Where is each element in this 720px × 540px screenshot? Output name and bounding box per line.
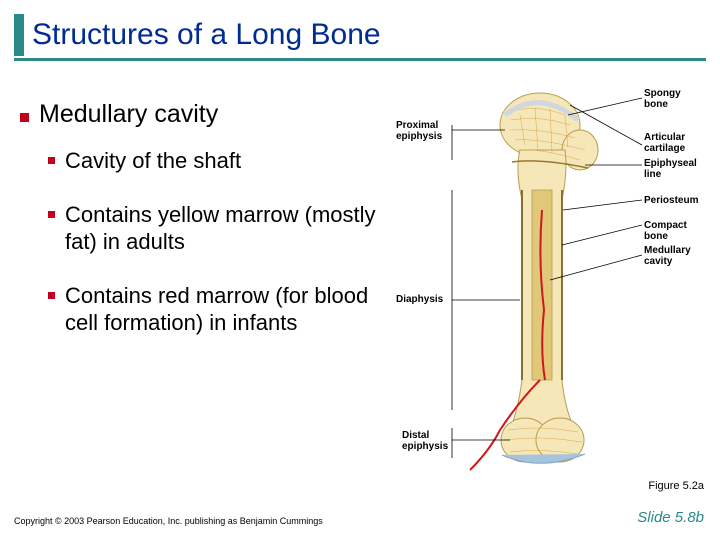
bone-diagram: Spongybone Proximalepiphysis Articularca… — [390, 80, 700, 480]
dot-bullet-icon — [48, 211, 55, 218]
label-articular-cartilage: Articularcartilage — [644, 132, 685, 154]
content-area: Medullary cavity Cavity of the shaft Con… — [20, 100, 380, 363]
slide-number: Slide 5.8b — [637, 509, 704, 526]
title-underline — [14, 58, 706, 61]
figure-reference: Figure 5.2a — [648, 480, 704, 492]
label-proximal-epiphysis: Proximalepiphysis — [396, 120, 442, 142]
label-diaphysis: Diaphysis — [396, 294, 443, 305]
bullet-lvl2: Contains yellow marrow (mostly fat) in a… — [48, 201, 380, 256]
square-bullet-icon — [20, 113, 29, 122]
copyright-text: Copyright © 2003 Pearson Education, Inc.… — [14, 516, 323, 526]
label-compact-bone: Compact bone — [644, 220, 700, 242]
label-epiphyseal-line: Epiphysealline — [644, 158, 697, 180]
title-bar: Structures of a Long Bone — [14, 14, 706, 56]
title-accent-block — [14, 14, 24, 56]
dot-bullet-icon — [48, 157, 55, 164]
lvl2-text-2: Contains yellow marrow (mostly fat) in a… — [65, 201, 380, 256]
lvl2-text-1: Cavity of the shaft — [65, 147, 241, 175]
label-spongy-bone: Spongybone — [644, 88, 681, 110]
label-periosteum: Periosteum — [644, 195, 698, 206]
slide-title: Structures of a Long Bone — [32, 14, 706, 56]
lvl1-text: Medullary cavity — [39, 100, 218, 129]
lvl2-text-3: Contains red marrow (for blood cell form… — [65, 282, 380, 337]
bullet-lvl2: Contains red marrow (for blood cell form… — [48, 282, 380, 337]
bullet-lvl2: Cavity of the shaft — [48, 147, 380, 175]
label-distal-epiphysis: Distalepiphysis — [402, 430, 448, 452]
label-medullary-cavity: Medullarycavity — [644, 245, 691, 267]
dot-bullet-icon — [48, 292, 55, 299]
bullet-lvl1: Medullary cavity Cavity of the shaft Con… — [20, 100, 380, 337]
